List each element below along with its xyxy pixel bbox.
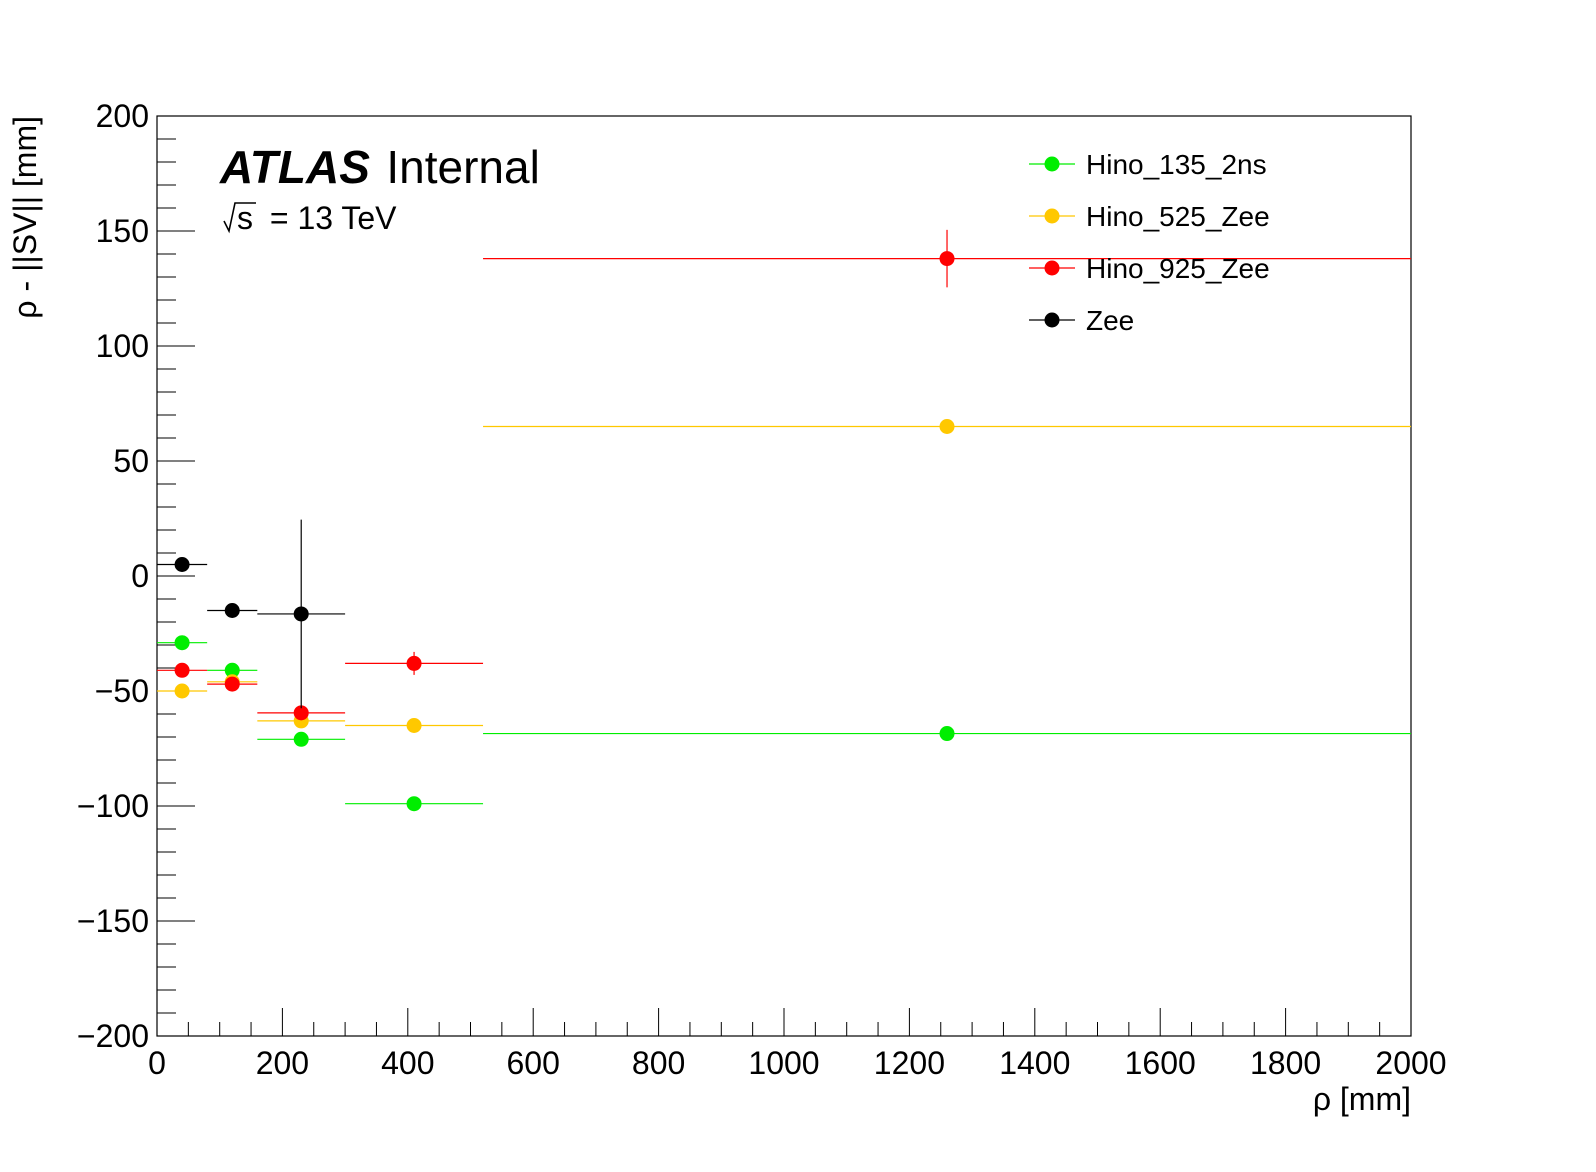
data-point (406, 796, 422, 812)
x-axis-title: ρ [mm] (1313, 1081, 1411, 1117)
x-tick-label: 1000 (748, 1045, 819, 1081)
data-point (174, 635, 190, 651)
legend-label: Zee (1086, 305, 1134, 336)
data-point (174, 683, 190, 699)
series-Zee (157, 519, 346, 709)
x-tick-label: 2000 (1375, 1045, 1446, 1081)
legend-label: Hino_525_Zee (1086, 201, 1270, 232)
y-tick-label: 200 (96, 98, 149, 134)
y-tick-label: 50 (113, 443, 149, 479)
legend-item: Hino_135_2ns (1029, 149, 1267, 180)
data-point (939, 419, 955, 434)
x-tick-label: 1600 (1125, 1045, 1196, 1081)
data-point (406, 655, 422, 671)
data-point (293, 705, 309, 721)
experiment-label: ATLAS (219, 141, 370, 193)
data-point (939, 726, 955, 742)
data-point (174, 557, 190, 572)
x-tick-label: 400 (381, 1045, 434, 1081)
energy-value: = 13 TeV (270, 200, 397, 236)
legend-marker (1044, 260, 1060, 276)
series-Hino_525_Zee (157, 419, 1411, 733)
data-point (224, 676, 240, 692)
x-tick-label: 600 (507, 1045, 560, 1081)
legend-item: Zee (1029, 305, 1134, 336)
data-point (224, 662, 240, 678)
series-Hino_135_2ns (157, 635, 1411, 812)
data-point (224, 603, 240, 618)
legend: Hino_135_2ns Hino_525_Zee Hino_925_Zee Zee (1029, 149, 1270, 336)
x-tick-label: 800 (632, 1045, 685, 1081)
y-tick-label: −50 (95, 673, 149, 709)
y-axis-title: ρ - ||SV|| [mm] (7, 116, 43, 319)
data-point (293, 731, 309, 747)
series-Hino_925_Zee (157, 229, 1411, 721)
sqrt-symbol (223, 202, 256, 234)
legend-item: Hino_925_Zee (1029, 253, 1270, 284)
x-axis: 0 200 400 600 800 1000 1200 1400 1600 1800 2000 (148, 1008, 1447, 1081)
data-point (174, 662, 190, 678)
x-tick-label: 0 (148, 1045, 166, 1081)
y-tick-label: −150 (77, 903, 149, 939)
energy-label: s = 13 TeV (237, 200, 397, 236)
x-tick-label: 1400 (999, 1045, 1070, 1081)
legend-label: Hino_135_2ns (1086, 149, 1267, 180)
legend-item: Hino_525_Zee (1029, 201, 1270, 232)
legend-marker (1044, 208, 1060, 224)
legend-label: Hino_925_Zee (1086, 253, 1270, 284)
y-tick-label: 0 (131, 558, 149, 594)
y-tick-label: 150 (96, 213, 149, 249)
x-tick-label: 1200 (874, 1045, 945, 1081)
data-point (406, 718, 422, 733)
y-tick-label: −200 (77, 1018, 149, 1054)
y-tick-label: 100 (96, 328, 149, 364)
atlas-label: ATLAS Internal (219, 141, 540, 193)
legend-marker (1044, 156, 1060, 172)
x-tick-label: 200 (256, 1045, 309, 1081)
data-point (293, 606, 309, 622)
energy-sqrt: s (237, 200, 253, 236)
x-tick-label: 1800 (1250, 1045, 1321, 1081)
data-point (939, 251, 955, 267)
y-axis: −200 −150 −100 −50 0 50 100 150 200 (77, 98, 195, 1054)
legend-marker (1044, 312, 1060, 328)
y-tick-label: −100 (77, 788, 149, 824)
data-series (157, 229, 1411, 812)
status-label: Internal (386, 141, 539, 193)
